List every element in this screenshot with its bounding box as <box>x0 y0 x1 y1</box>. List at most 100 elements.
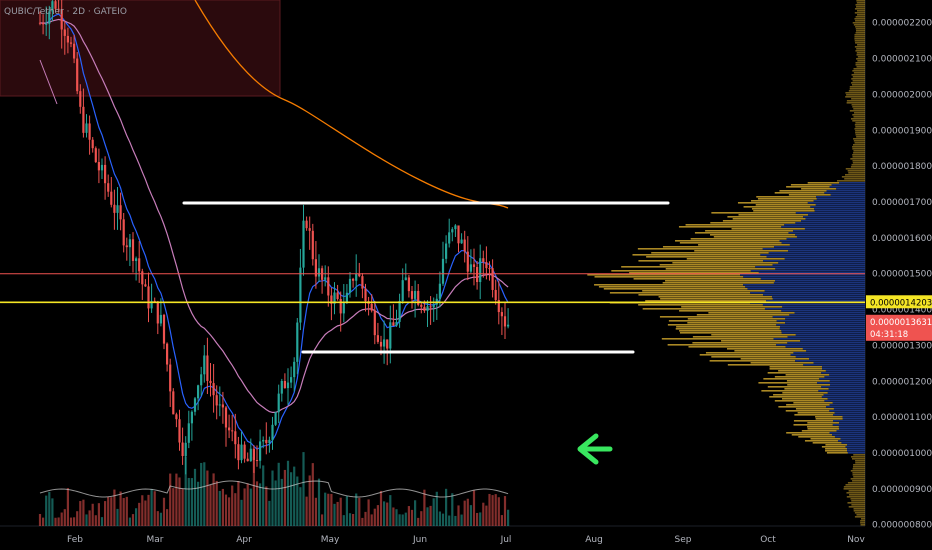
volume-profile-row <box>795 356 865 358</box>
volume-bar <box>212 473 215 526</box>
candle-body <box>69 42 73 44</box>
volume-profile-row <box>629 272 759 274</box>
volume-profile-row <box>781 226 865 228</box>
volume-profile-row <box>815 204 865 206</box>
candle-body <box>206 355 209 381</box>
volume-bar <box>308 475 311 526</box>
volume-bar <box>181 488 184 526</box>
volume-profile-row <box>849 110 865 112</box>
volume-profile-row <box>726 348 803 350</box>
time-tick-label: Apr <box>236 535 252 545</box>
volume-bar <box>466 498 469 526</box>
candle-body <box>317 268 321 277</box>
volume-profile-row <box>853 138 865 140</box>
candle-body <box>296 322 299 362</box>
countdown-label: 04:31:18 <box>870 330 908 340</box>
candle-body <box>293 361 296 378</box>
volume-bar <box>76 511 79 526</box>
volume-profile-row <box>769 368 823 370</box>
volume-profile-row <box>709 360 796 362</box>
volume-profile-row <box>836 188 865 190</box>
volume-profile-row <box>713 236 797 238</box>
candle-body <box>57 8 60 10</box>
volume-profile-row <box>860 520 865 522</box>
volume-profile-row <box>856 136 865 138</box>
volume-profile-row <box>860 518 865 520</box>
volume-profile-row <box>857 44 865 46</box>
volume-bar <box>454 515 457 526</box>
volume-profile-row <box>855 462 865 464</box>
volume-profile-row <box>810 438 841 440</box>
volume-profile-row <box>778 262 865 264</box>
candle-body <box>482 258 485 263</box>
volume-profile-row <box>854 112 865 114</box>
volume-profile-row <box>833 420 865 422</box>
volume-profile-row <box>772 298 865 300</box>
volume-profile-row <box>734 350 807 352</box>
volume-profile-row <box>855 30 865 32</box>
candle-body <box>333 292 336 304</box>
volume-profile-row <box>852 76 865 78</box>
volume-profile-row <box>762 304 865 306</box>
volume-profile-row <box>667 344 777 346</box>
volume-bar <box>482 502 485 526</box>
volume-profile-row <box>856 54 865 56</box>
candle-body <box>51 1 54 12</box>
volume-profile-row <box>781 242 865 244</box>
volume-profile-row <box>860 522 865 524</box>
volume-bar <box>60 512 63 526</box>
candle-body <box>178 419 181 443</box>
volume-profile-row <box>633 278 761 280</box>
volume-bar <box>463 500 466 526</box>
volume-profile-row <box>721 340 801 342</box>
volume-profile-row <box>802 348 865 350</box>
candle-body <box>128 239 131 248</box>
volume-profile-row <box>773 282 865 284</box>
candle-body <box>45 23 48 25</box>
candle-body <box>209 380 212 384</box>
volume-profile-row <box>788 232 865 234</box>
volume-profile-row <box>795 222 865 224</box>
volume-bar <box>361 517 364 526</box>
volume-profile-row <box>853 140 865 142</box>
price-tick-label: 0.0000013000 <box>872 341 932 351</box>
volume-profile-row <box>856 58 865 60</box>
price-tick-label: 0.0000016000 <box>872 234 932 244</box>
volume-profile-row <box>839 428 865 430</box>
volume-profile-row <box>832 402 865 404</box>
volume-profile-row <box>774 192 825 194</box>
volume-profile-row <box>696 314 790 316</box>
volume-bar <box>156 511 159 526</box>
candle-body <box>314 259 317 277</box>
time-axis: Feb Mar Apr May Jun Jul Aug Sep Oct Nov <box>67 535 865 545</box>
volume-profile-row <box>852 144 865 146</box>
volume-bar <box>203 462 206 526</box>
volume-bar <box>209 485 212 526</box>
volume-profile-row <box>846 100 865 102</box>
price-tag-red <box>866 314 932 341</box>
volume-profile-row <box>854 34 865 36</box>
volume-bar <box>116 508 119 526</box>
volume-profile-row <box>855 20 865 22</box>
candle-body <box>466 251 469 272</box>
volume-profile-row <box>801 430 837 432</box>
volume-bar <box>383 501 386 526</box>
volume-profile-row <box>826 406 865 408</box>
volume-profile-row <box>795 234 865 236</box>
volume-profile-row <box>688 346 786 348</box>
volume-profile-row <box>694 250 789 252</box>
volume-profile-row <box>782 398 828 400</box>
volume-bar <box>246 483 249 526</box>
volume-profile-row <box>767 386 822 388</box>
time-tick-label: Nov <box>847 535 865 545</box>
volume-bar <box>423 489 426 526</box>
volume-bar <box>479 512 482 526</box>
volume-profile-row <box>851 500 865 502</box>
volume-profile-row <box>852 80 865 82</box>
volume-bar <box>441 513 445 526</box>
candle-body <box>212 383 215 396</box>
volume-bars <box>38 452 510 526</box>
volume-profile-row <box>665 280 776 282</box>
volume-profile-row <box>774 400 825 402</box>
